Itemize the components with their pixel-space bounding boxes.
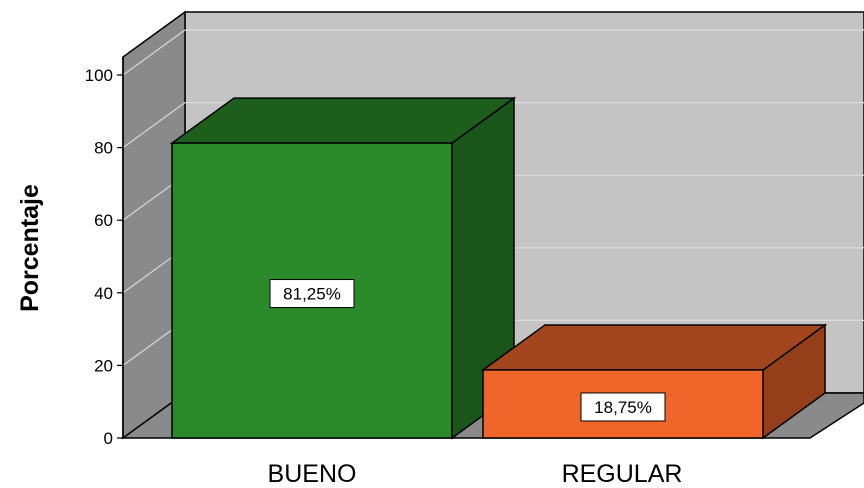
data-label-text: 81,25% bbox=[283, 285, 341, 304]
y-axis-ticks: 0 20 40 60 80 100 bbox=[85, 57, 124, 448]
data-label: 81,25% bbox=[269, 279, 355, 309]
gridline-side bbox=[122, 29, 186, 76]
y-tick-label: 60 bbox=[94, 211, 113, 230]
y-tick-label: 40 bbox=[94, 284, 113, 303]
category-label: REGULAR bbox=[562, 460, 683, 488]
data-label-text: 18,75% bbox=[594, 398, 652, 417]
bars: 81,25% 18,75% bbox=[169, 96, 828, 440]
y-tick-label: 20 bbox=[94, 356, 113, 375]
data-label-box bbox=[269, 279, 355, 309]
category-label: BUENO bbox=[268, 460, 357, 488]
y-tick-label: 0 bbox=[104, 429, 113, 448]
gridline-side bbox=[122, 102, 186, 149]
data-label-box bbox=[580, 392, 666, 422]
y-tick-label: 100 bbox=[85, 66, 113, 85]
bar-regular: 18,75% bbox=[480, 323, 828, 440]
y-axis-label: Porcentaje bbox=[16, 184, 44, 312]
x-axis-categories: BUENO REGULAR bbox=[268, 460, 683, 488]
bar-bueno: 81,25% bbox=[169, 96, 517, 440]
data-label: 18,75% bbox=[580, 392, 666, 422]
y-tick-label: 80 bbox=[94, 139, 113, 158]
